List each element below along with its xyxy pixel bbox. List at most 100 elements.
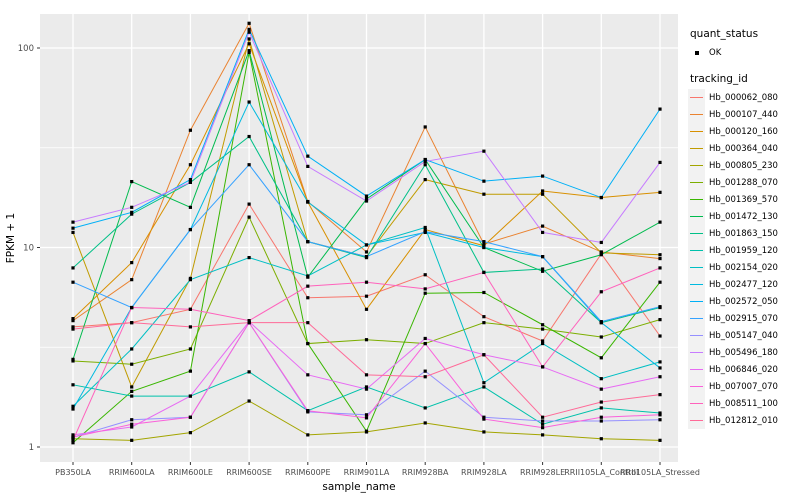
data-point	[188, 278, 192, 282]
data-point	[658, 318, 662, 322]
data-point	[247, 202, 251, 206]
data-point	[364, 307, 369, 311]
data-point	[247, 42, 251, 46]
data-point	[71, 266, 75, 270]
data-point	[364, 243, 369, 247]
legend-key	[688, 242, 705, 259]
legend-item-label: Hb_006846_020	[709, 364, 778, 375]
legend-key	[688, 225, 705, 242]
legend-quant-status-block: quant_status OK	[688, 28, 800, 61]
legend-item-label: Hb_000107_440	[709, 109, 778, 120]
data-point	[130, 418, 134, 422]
legend: quant_status OK tracking_id Hb_000062_08…	[688, 28, 800, 429]
legend-item-Hb_001959_120: Hb_001959_120	[688, 242, 800, 259]
legend-tracking-id-items: Hb_000062_080 Hb_000107_440 Hb_000120_160 H…	[688, 89, 800, 429]
data-point	[247, 134, 251, 139]
legend-line-swatch	[690, 96, 703, 99]
data-point	[482, 385, 486, 389]
data-point	[541, 230, 545, 235]
legend-key	[688, 191, 705, 208]
legend-item-label: Hb_005496_180	[709, 347, 778, 358]
data-point	[599, 437, 603, 441]
data-point	[423, 125, 427, 129]
data-point	[71, 438, 75, 442]
data-point	[188, 180, 192, 184]
legend-item-label: Hb_007007_070	[709, 381, 778, 392]
data-point	[423, 177, 427, 182]
legend-key	[688, 157, 705, 174]
data-point	[482, 290, 486, 295]
data-point	[71, 230, 75, 235]
legend-item-Hb_001369_570: Hb_001369_570	[688, 191, 800, 208]
data-point	[658, 438, 662, 442]
legend-item-Hb_000107_440: Hb_000107_440	[688, 106, 800, 123]
data-point	[364, 385, 369, 389]
data-point	[306, 341, 310, 346]
legend-line-swatch	[690, 113, 703, 116]
data-point	[541, 267, 545, 271]
legend-item-Hb_005496_180: Hb_005496_180	[688, 344, 800, 361]
legend-key	[688, 259, 705, 276]
legend-item-label: Hb_008511_100	[709, 398, 778, 409]
data-point	[599, 240, 603, 245]
legend-item-Hb_008511_100: Hb_008511_100	[688, 395, 800, 412]
legend-item-label: Hb_002154_020	[709, 262, 778, 273]
data-point	[599, 320, 603, 324]
x-tick-label: RRIM928LA	[461, 468, 507, 477]
data-point	[482, 381, 486, 385]
data-point	[423, 336, 427, 341]
y-axis-title: FPKM + 1	[5, 212, 17, 264]
legend-item-label: OK	[709, 47, 722, 58]
legend-key	[688, 276, 705, 293]
data-point	[423, 273, 427, 277]
data-point	[423, 287, 427, 291]
legend-key	[688, 174, 705, 191]
data-point	[423, 369, 427, 373]
data-point	[130, 389, 134, 393]
data-point	[482, 417, 486, 421]
data-point	[482, 240, 486, 244]
data-point	[71, 357, 75, 361]
data-point	[188, 325, 192, 329]
x-tick-label: RRIM901LA	[344, 468, 390, 477]
legend-line-swatch	[690, 283, 703, 286]
data-point	[658, 160, 662, 165]
legend-tracking-id-title: tracking_id	[690, 73, 748, 85]
data-point	[247, 255, 251, 260]
data-point	[364, 387, 369, 391]
legend-item-label: Hb_002477_120	[709, 279, 778, 290]
data-point	[599, 251, 603, 255]
legend-item-Hb_000805_230: Hb_000805_230	[688, 157, 800, 174]
data-point	[423, 291, 427, 295]
legend-line-swatch	[690, 300, 703, 303]
data-point	[71, 435, 75, 439]
data-point	[71, 433, 75, 437]
legend-item-Hb_001863_150: Hb_001863_150	[688, 225, 800, 242]
legend-item-label: Hb_012812_010	[709, 415, 778, 426]
legend-key	[688, 310, 705, 327]
data-point	[658, 305, 662, 309]
data-point	[71, 441, 75, 445]
legend-line-swatch	[690, 215, 703, 218]
legend-key	[688, 44, 705, 61]
data-point	[364, 255, 369, 259]
legend-line-swatch	[690, 232, 703, 235]
legend-key	[688, 123, 705, 140]
legend-line-swatch	[690, 419, 703, 422]
legend-key	[688, 361, 705, 378]
legend-item-label: Hb_000120_160	[709, 126, 778, 137]
data-point	[130, 210, 134, 214]
data-point	[247, 215, 251, 219]
data-point	[482, 179, 486, 183]
data-point	[306, 274, 310, 278]
x-tick-label: RRIM600PE	[285, 468, 331, 477]
data-point	[599, 400, 603, 404]
data-point	[658, 220, 662, 224]
data-point	[364, 199, 369, 203]
data-point	[130, 305, 134, 310]
x-tick-label: RRIM928LE	[520, 468, 565, 477]
data-point	[599, 415, 603, 419]
data-point	[541, 323, 545, 327]
